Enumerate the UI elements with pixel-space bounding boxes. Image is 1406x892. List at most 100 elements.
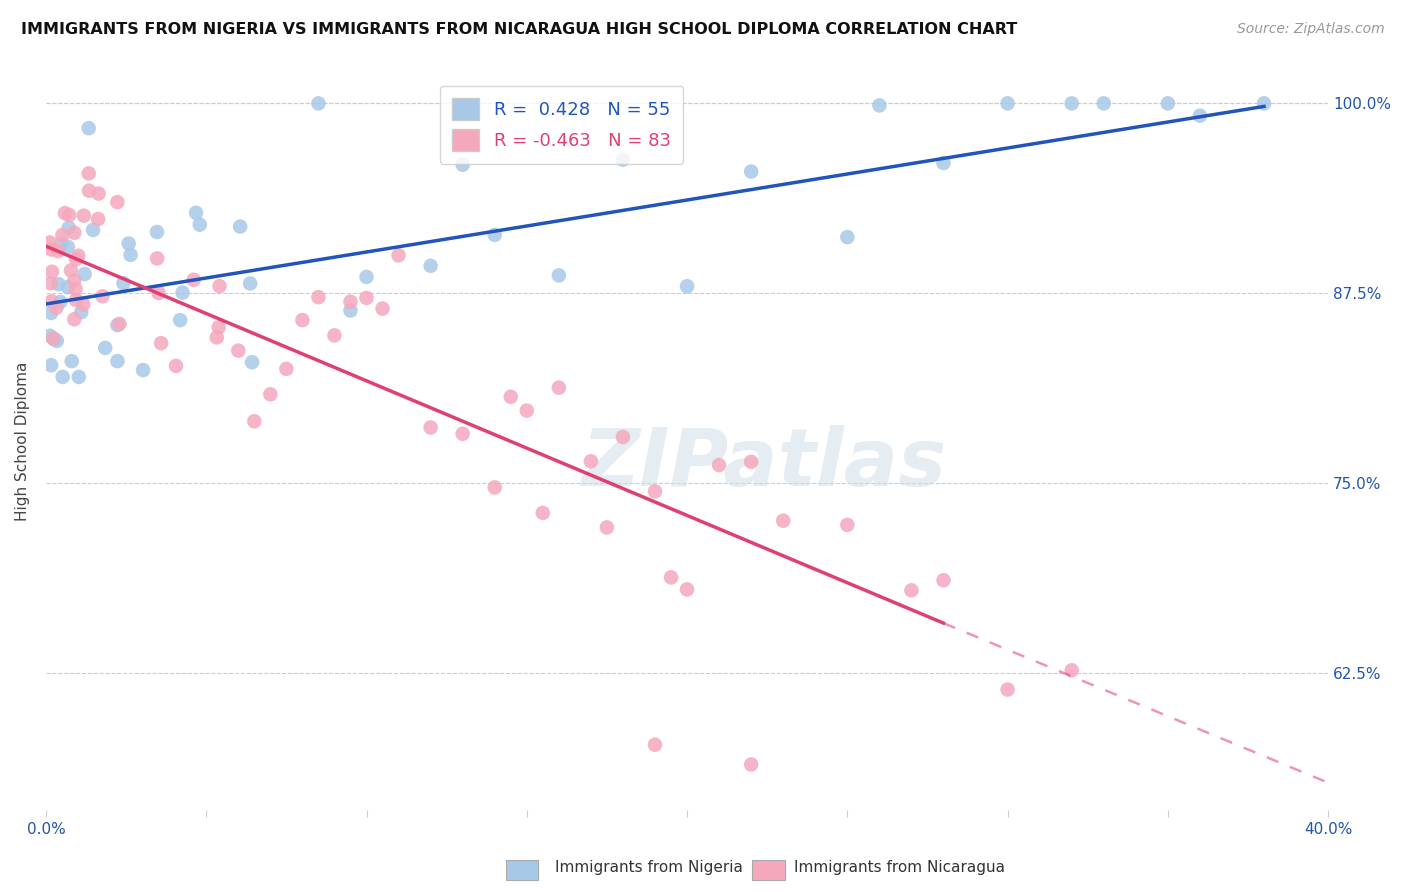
Point: [70, 305, 93, 319]
Point: [150, 336, 173, 351]
Point: [868, 98, 890, 112]
Point: [82, 223, 104, 237]
Text: IMMIGRANTS FROM NIGERIA VS IMMIGRANTS FROM NICARAGUA HIGH SCHOOL DIPLOMA CORRELA: IMMIGRANTS FROM NIGERIA VS IMMIGRANTS FR…: [21, 22, 1018, 37]
Point: [105, 318, 128, 332]
Point: [59, 263, 82, 277]
Point: [91, 289, 114, 303]
Point: [1188, 109, 1211, 123]
Point: [146, 225, 169, 239]
Point: [112, 277, 135, 291]
Text: Source: ZipAtlas.com: Source: ZipAtlas.com: [1237, 22, 1385, 37]
Point: [596, 520, 619, 534]
Point: [240, 355, 263, 369]
Point: [243, 414, 266, 428]
Y-axis label: High School Diploma: High School Diploma: [15, 362, 30, 521]
Point: [51, 228, 73, 243]
Point: [676, 279, 699, 293]
Point: [371, 301, 394, 316]
Point: [612, 430, 634, 444]
Point: [387, 248, 409, 262]
Point: [39, 306, 62, 320]
Point: [183, 273, 205, 287]
Point: [1060, 663, 1083, 677]
Point: [1060, 96, 1083, 111]
Point: [932, 573, 955, 587]
Point: [67, 370, 90, 384]
Point: [419, 259, 441, 273]
Point: [39, 235, 62, 250]
Text: Immigrants from Nicaragua: Immigrants from Nicaragua: [794, 861, 1005, 875]
Point: [65, 293, 87, 307]
Point: [307, 96, 329, 111]
Point: [77, 184, 100, 198]
Point: [65, 282, 87, 296]
Point: [63, 312, 86, 326]
Point: [499, 390, 522, 404]
Point: [837, 230, 859, 244]
Point: [73, 209, 96, 223]
Point: [579, 454, 602, 468]
Point: [484, 227, 506, 242]
Point: [997, 682, 1019, 697]
Point: [39, 277, 62, 291]
Point: [41, 265, 63, 279]
Point: [39, 328, 62, 343]
Text: Immigrants from Nigeria: Immigrants from Nigeria: [555, 861, 744, 875]
Point: [56, 280, 79, 294]
Point: [118, 236, 141, 251]
Point: [41, 294, 63, 309]
Point: [72, 297, 94, 311]
Point: [65, 252, 87, 267]
Point: [132, 363, 155, 377]
Point: [997, 96, 1019, 111]
Point: [48, 277, 70, 292]
Point: [53, 206, 76, 220]
Point: [41, 243, 63, 257]
Point: [516, 403, 538, 417]
Point: [356, 269, 378, 284]
Point: [307, 290, 329, 304]
Point: [49, 295, 72, 310]
Point: [105, 195, 128, 210]
Point: [148, 286, 170, 301]
Point: [339, 303, 361, 318]
Point: [58, 208, 80, 222]
Point: [120, 248, 142, 262]
Point: [77, 166, 100, 180]
Point: [46, 244, 69, 259]
Point: [87, 212, 110, 227]
Point: [94, 341, 117, 355]
Point: [45, 334, 67, 348]
Point: [60, 354, 83, 368]
Point: [172, 285, 194, 300]
Point: [58, 220, 80, 235]
Point: [707, 458, 730, 472]
Point: [226, 343, 249, 358]
Point: [740, 164, 762, 178]
Point: [39, 358, 62, 372]
Point: [56, 240, 79, 254]
Point: [208, 279, 231, 293]
Point: [45, 301, 67, 315]
Point: [108, 317, 131, 331]
Point: [740, 455, 762, 469]
Point: [77, 121, 100, 136]
Point: [229, 219, 252, 234]
Point: [291, 313, 314, 327]
Point: [837, 517, 859, 532]
Point: [644, 484, 666, 499]
Point: [612, 153, 634, 167]
Point: [1253, 96, 1275, 111]
Point: [676, 582, 699, 597]
Point: [932, 156, 955, 170]
Point: [188, 218, 211, 232]
Point: [165, 359, 187, 373]
Point: [73, 267, 96, 281]
Point: [531, 506, 554, 520]
Point: [1157, 96, 1180, 111]
Point: [63, 273, 86, 287]
Point: [339, 294, 361, 309]
Point: [42, 331, 65, 345]
Point: [87, 186, 110, 201]
Point: [51, 236, 73, 251]
